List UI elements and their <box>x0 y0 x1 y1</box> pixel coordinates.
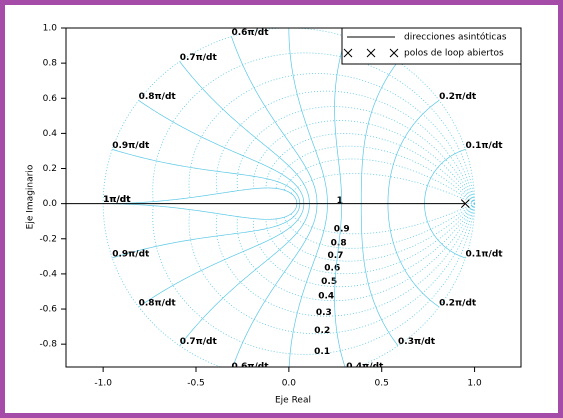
y-tick-label: 0.4 <box>43 129 58 139</box>
damping-label: 1 <box>337 196 343 206</box>
legend-marker <box>389 48 399 58</box>
frequency-curve <box>112 149 301 204</box>
frequency-label: 0.1π/dt <box>465 141 503 151</box>
frequency-curve <box>103 203 298 220</box>
frequency-curve <box>138 203 305 308</box>
plot-area: 0.10.20.30.40.50.60.70.80.910.1π/dt0.1π/… <box>66 20 503 372</box>
frequency-curve <box>231 36 318 204</box>
frequency-label: 0.6π/dt <box>231 28 269 38</box>
frequency-label: 0.4π/dt <box>346 362 384 372</box>
frequency-curve <box>334 203 346 367</box>
frequency-curve <box>179 203 310 346</box>
frequency-curve <box>288 28 328 204</box>
frequency-label: 0.9π/dt <box>112 141 150 151</box>
frequency-curve <box>360 203 399 346</box>
y-tick-label: 1.0 <box>43 24 58 34</box>
frequency-curve <box>288 203 328 367</box>
x-tick-label: 0.0 <box>282 379 297 389</box>
frequency-curve <box>424 203 466 259</box>
damping-label: 0.3 <box>316 308 332 318</box>
frequency-label: 0.3π/dt <box>398 337 436 347</box>
frequency-curve <box>112 203 301 259</box>
frequency-label: 0.8π/dt <box>139 92 177 102</box>
frequency-label: 0.7π/dt <box>180 53 218 63</box>
frequency-label: 1π/dt <box>103 195 131 205</box>
frequency-label: 0.2π/dt <box>439 298 477 308</box>
damping-curve <box>152 203 475 355</box>
frequency-label: 0.5π/dt <box>289 20 327 30</box>
legend-marker <box>366 48 376 58</box>
x-axis-label: Eje Real <box>275 396 311 406</box>
y-tick-label: 0.2 <box>43 164 57 174</box>
legend-marker <box>343 48 353 58</box>
damping-curve <box>236 203 475 302</box>
pole-marker <box>460 199 470 209</box>
y-tick-label: 0.0 <box>43 199 58 209</box>
damping-label: 0.2 <box>314 326 330 336</box>
y-tick-label: -0.6 <box>39 305 57 315</box>
frequency-curve <box>138 100 305 204</box>
y-tick-label: 0.6 <box>43 94 58 104</box>
frequency-curve <box>334 36 347 204</box>
y-tick-label: 0.8 <box>43 59 58 69</box>
damping-curve <box>236 106 475 204</box>
y-axis-label: Eje Imaginario <box>26 164 36 229</box>
legend-label: polos de loop abiertos <box>404 49 504 59</box>
legend-label: direcciones asintóticas <box>404 32 507 43</box>
frequency-label: 0.2π/dt <box>439 92 477 102</box>
x-tick-label: -1.0 <box>94 379 112 389</box>
damping-label: 0.4 <box>318 292 334 302</box>
legend: direcciones asintóticas polos de loop abi… <box>341 27 522 65</box>
damping-label: 0.1 <box>314 347 330 357</box>
frequency-label: 0.6π/dt <box>231 362 269 372</box>
y-tick-label: -0.2 <box>39 234 57 244</box>
frequency-curve <box>360 61 399 204</box>
frequency-label: 1π/dt <box>103 195 131 205</box>
y-tick-label: -0.4 <box>39 269 57 279</box>
frequency-curve <box>387 100 440 204</box>
frequency-curve <box>387 203 440 308</box>
frequency-label: 0.9π/dt <box>112 249 150 259</box>
x-tick-label: 1.0 <box>467 379 482 389</box>
x-tick-label: -0.5 <box>187 379 205 389</box>
frequency-label: 0.8π/dt <box>139 298 177 308</box>
damping-label: 0.9 <box>334 224 350 234</box>
legend-box <box>341 27 522 65</box>
axes-box <box>65 27 522 368</box>
frequency-curve <box>424 149 466 204</box>
damping-curve <box>283 203 475 249</box>
frequency-label: 0.1π/dt <box>465 249 503 259</box>
damping-label: 0.7 <box>328 251 344 261</box>
y-tick-label: -0.8 <box>39 340 57 350</box>
frequency-curve <box>232 203 318 367</box>
frequency-label: 0.7π/dt <box>180 337 218 347</box>
damping-label: 0.6 <box>324 264 340 274</box>
x-tick-label: 0.5 <box>375 379 389 389</box>
damping-curve <box>283 158 475 204</box>
frequency-curve <box>103 187 298 204</box>
damping-label: 0.5 <box>321 277 337 287</box>
damping-curve <box>152 52 475 204</box>
frequency-curve <box>179 61 310 204</box>
